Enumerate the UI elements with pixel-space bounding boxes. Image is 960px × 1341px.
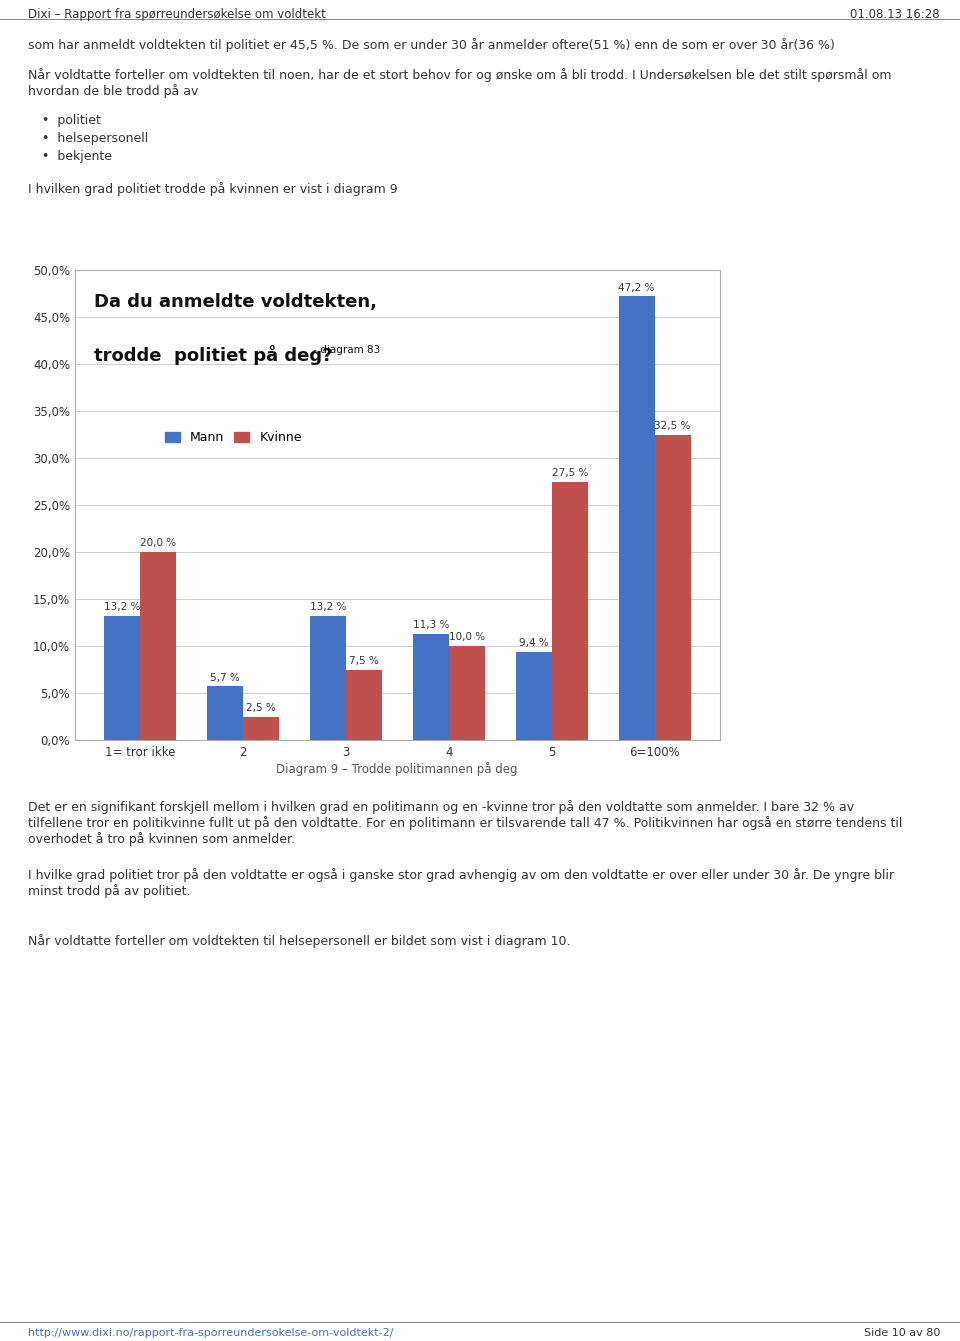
Bar [516, 652, 552, 740]
Text: 27,5 %: 27,5 % [552, 468, 588, 477]
Text: 11,3 %: 11,3 % [413, 620, 449, 630]
Text: 5,7 %: 5,7 % [210, 673, 240, 683]
Text: 01.08.13 16:28: 01.08.13 16:28 [851, 8, 940, 21]
Legend: Mann, Kvinne: Mann, Kvinne [165, 432, 301, 444]
Text: minst trodd på av politiet.: minst trodd på av politiet. [28, 884, 190, 898]
Bar [207, 687, 243, 740]
Text: •  helsepersonell: • helsepersonell [42, 131, 148, 145]
Text: Det er en signifikant forskjell mellom i hvilken grad en politimann og en -kvinn: Det er en signifikant forskjell mellom i… [28, 801, 854, 814]
Text: •  bekjente: • bekjente [42, 150, 112, 164]
Text: Side 10 av 80: Side 10 av 80 [864, 1328, 940, 1338]
Text: I hvilken grad politiet trodde på kvinnen er vist i diagram 9: I hvilken grad politiet trodde på kvinne… [28, 182, 397, 196]
Bar [552, 481, 588, 740]
Text: Når voldtatte forteller om voldtekten til noen, har de et stort behov for og øns: Når voldtatte forteller om voldtekten ti… [28, 68, 892, 82]
Bar [346, 669, 382, 740]
Text: 13,2 %: 13,2 % [104, 602, 140, 611]
Text: tilfellene tror en politikvinne fullt ut på den voldtatte. For en politimann er : tilfellene tror en politikvinne fullt ut… [28, 817, 902, 830]
Text: 32,5 %: 32,5 % [655, 421, 691, 430]
Bar [243, 716, 279, 740]
Bar [105, 616, 140, 740]
Text: Diagram 9 – Trodde politimannen på deg: Diagram 9 – Trodde politimannen på deg [276, 762, 517, 776]
Text: trodde  politiet på deg?: trodde politiet på deg? [94, 345, 333, 365]
Text: som har anmeldt voldtekten til politiet er 45,5 %. De som er under 30 år anmelde: som har anmeldt voldtekten til politiet … [28, 38, 835, 52]
Text: hvordan de ble trodd på av: hvordan de ble trodd på av [28, 84, 199, 98]
Bar [655, 434, 690, 740]
Text: I hvilke grad politiet tror på den voldtatte er også i ganske stor grad avhengig: I hvilke grad politiet tror på den voldt… [28, 868, 894, 882]
Text: - diagram 83: - diagram 83 [310, 345, 381, 355]
Bar [310, 616, 346, 740]
Bar [449, 646, 485, 740]
Text: 2,5 %: 2,5 % [247, 703, 276, 712]
Bar [140, 552, 177, 740]
Text: 47,2 %: 47,2 % [618, 283, 655, 292]
Text: Dixi – Rapport fra spørreundersøkelse om voldtekt: Dixi – Rapport fra spørreundersøkelse om… [28, 8, 325, 21]
Text: 20,0 %: 20,0 % [140, 538, 177, 548]
Text: Da du anmeldte voldtekten,: Da du anmeldte voldtekten, [94, 294, 377, 311]
Text: 10,0 %: 10,0 % [449, 632, 485, 642]
Text: Når voldtatte forteller om voldtekten til helsepersonell er bildet som vist i di: Når voldtatte forteller om voldtekten ti… [28, 933, 570, 948]
Text: 9,4 %: 9,4 % [519, 638, 549, 648]
Bar [618, 296, 655, 740]
Text: 7,5 %: 7,5 % [349, 656, 379, 665]
Text: •  politiet: • politiet [42, 114, 101, 127]
Text: 13,2 %: 13,2 % [310, 602, 347, 611]
Text: overhodet å tro på kvinnen som anmelder.: overhodet å tro på kvinnen som anmelder. [28, 831, 295, 846]
Bar [413, 634, 449, 740]
Text: http://www.dixi.no/rapport-fra-sporreundersokelse-om-voldtekt-2/: http://www.dixi.no/rapport-fra-sporreund… [28, 1328, 394, 1338]
